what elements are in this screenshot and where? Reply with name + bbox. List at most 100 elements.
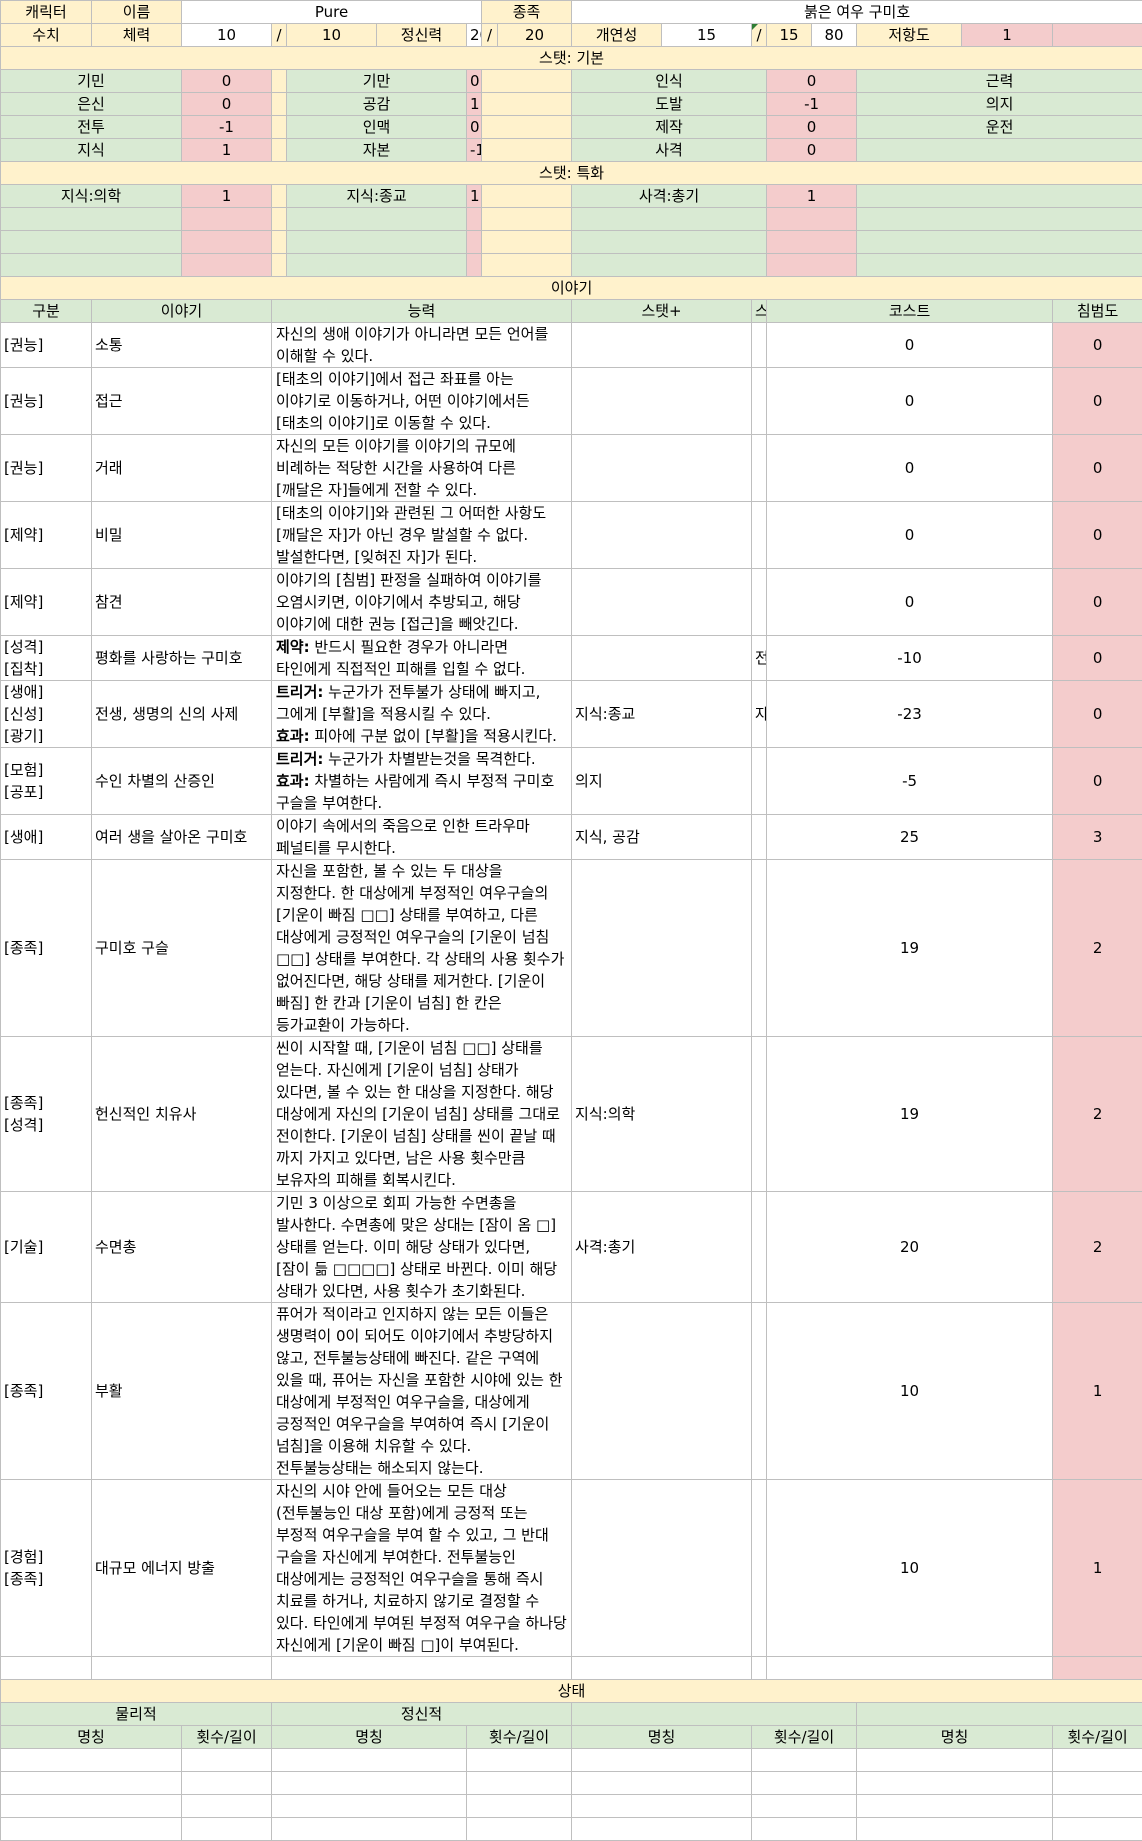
mind-current-cell[interactable]: 20 [467, 24, 482, 47]
special-stat-value[interactable]: 1 [767, 185, 857, 208]
prob-max-cell[interactable]: 15 [767, 24, 812, 46]
status-entry-cell[interactable] [182, 1795, 272, 1818]
story-invasion[interactable]: 0 [1053, 502, 1142, 569]
status-entry-cell[interactable] [182, 1749, 272, 1772]
story-invasion[interactable]: 0 [1053, 636, 1142, 681]
story-empty-cell[interactable] [92, 1657, 272, 1680]
story-invasion[interactable]: 0 [1053, 681, 1142, 748]
special-stat-value[interactable]: 1 [467, 185, 482, 208]
status-entry-cell[interactable] [467, 1795, 572, 1818]
status-entry-cell[interactable] [1053, 1772, 1142, 1795]
special-stat-value[interactable] [467, 208, 482, 231]
status-entry-cell[interactable] [272, 1772, 467, 1795]
status-entry-cell[interactable] [182, 1772, 272, 1795]
story-invasion[interactable]: 2 [1053, 1192, 1142, 1303]
story-ability: 자신을 포함한, 볼 수 있는 두 대상을 지정한다. 한 대상에게 부정적인 … [272, 860, 572, 1037]
name-value-cell[interactable]: Pure [182, 1, 482, 24]
story-empty-cell[interactable] [272, 1657, 572, 1680]
special-stat-value[interactable] [182, 208, 272, 231]
basic-stat-value[interactable]: -1 [182, 116, 272, 139]
special-stat-value[interactable] [467, 254, 482, 277]
special-stat-value[interactable]: 1 [182, 185, 272, 208]
story-empty-cell[interactable] [752, 1657, 767, 1680]
status-entry-cell[interactable] [182, 1818, 272, 1841]
story-invasion[interactable]: 2 [1053, 860, 1142, 1037]
basic-stat-value[interactable]: 0 [467, 70, 482, 93]
basic-stat-value[interactable]: 0 [767, 116, 857, 139]
story-invasion[interactable]: 2 [1053, 1037, 1142, 1192]
hp-max-cell[interactable]: 10 [287, 24, 377, 47]
hp-current-cell[interactable]: 10 [182, 24, 272, 47]
status-entry-cell[interactable] [1053, 1749, 1142, 1772]
race-label: 종족 [482, 1, 572, 24]
status-entry-cell[interactable] [1, 1749, 182, 1772]
status-entry-cell[interactable] [272, 1795, 467, 1818]
story-invasion[interactable]: 0 [1053, 748, 1142, 815]
prob-pair: 15 80 [767, 24, 857, 47]
prob-current-cell[interactable]: 15 [662, 24, 752, 47]
special-stat-value[interactable] [182, 231, 272, 254]
story-invasion[interactable]: 3 [1053, 815, 1142, 860]
prob-extra-cell[interactable]: 80 [812, 24, 856, 46]
status-entry-cell[interactable] [572, 1772, 752, 1795]
status-entry-cell[interactable] [467, 1818, 572, 1841]
basic-stat-value[interactable]: 0 [467, 116, 482, 139]
status-entry-cell[interactable] [1053, 1795, 1142, 1818]
mind-max-cell[interactable]: 20 [498, 24, 571, 46]
basic-stat-value[interactable]: 0 [767, 139, 857, 162]
basic-stat-value[interactable]: -1 [767, 93, 857, 116]
special-stat-value[interactable] [767, 208, 857, 231]
status-entry-cell[interactable] [1, 1772, 182, 1795]
story-empty-cell[interactable] [572, 1657, 752, 1680]
status-entry-cell[interactable] [752, 1749, 857, 1772]
status-entry-cell[interactable] [752, 1772, 857, 1795]
story-name: 접근 [92, 368, 272, 435]
special-stat-value[interactable] [467, 231, 482, 254]
basic-stat-value[interactable]: 0 [767, 70, 857, 93]
status-entry-cell[interactable] [1, 1818, 182, 1841]
status-entry-cell[interactable] [467, 1772, 572, 1795]
status-entry-cell[interactable] [1053, 1818, 1142, 1841]
stats-label: 수치 [1, 24, 92, 47]
status-entry-cell[interactable] [752, 1818, 857, 1841]
status-entry-cell[interactable] [752, 1795, 857, 1818]
status-entry-cell[interactable] [857, 1749, 1053, 1772]
story-empty-cell[interactable] [1, 1657, 92, 1680]
status-entry-cell[interactable] [572, 1749, 752, 1772]
status-entry-cell[interactable] [272, 1749, 467, 1772]
story-stat-plus [572, 569, 752, 636]
resist-value-extra[interactable] [1053, 24, 1142, 47]
story-empty-cell[interactable] [767, 1657, 1053, 1680]
status-entry-cell[interactable] [1, 1795, 182, 1818]
basic-stat-value[interactable]: 0 [182, 93, 272, 116]
ability-keyword: 효과: [276, 772, 310, 790]
status-entry-cell[interactable] [572, 1818, 752, 1841]
basic-stat-value[interactable]: 0 [182, 70, 272, 93]
special-stat-value[interactable] [767, 231, 857, 254]
basic-stat-value[interactable]: -1 [467, 139, 482, 162]
status-physical-label: 물리적 [1, 1703, 272, 1726]
story-empty-invasion[interactable] [1053, 1657, 1142, 1680]
story-invasion[interactable]: 0 [1053, 569, 1142, 636]
special-stat-value[interactable] [182, 254, 272, 277]
story-invasion[interactable]: 0 [1053, 435, 1142, 502]
basic-stat-value[interactable]: 1 [467, 93, 482, 116]
story-invasion[interactable]: 0 [1053, 323, 1142, 368]
status-entry-cell[interactable] [857, 1772, 1053, 1795]
special-stat-label [1, 254, 182, 277]
story-invasion[interactable]: 1 [1053, 1480, 1142, 1657]
story-invasion[interactable]: 0 [1053, 368, 1142, 435]
race-value-cell[interactable]: 붉은 여우 구미호 [572, 1, 1142, 24]
special-stat-value[interactable] [767, 254, 857, 277]
resist-value-cell[interactable]: 1 [962, 24, 1052, 46]
basic-stat-value[interactable]: 1 [182, 139, 272, 162]
status-entry-cell[interactable] [857, 1795, 1053, 1818]
status-entry-cell[interactable] [272, 1818, 467, 1841]
prob-label: 개연성 [572, 24, 662, 47]
ability-keyword: 트리거: [276, 683, 323, 701]
status-entry-cell[interactable] [467, 1749, 572, 1772]
story-invasion[interactable]: 1 [1053, 1303, 1142, 1480]
status-entry-cell[interactable] [572, 1795, 752, 1818]
story-cost: 25 [767, 815, 1053, 860]
status-entry-cell[interactable] [857, 1818, 1053, 1841]
